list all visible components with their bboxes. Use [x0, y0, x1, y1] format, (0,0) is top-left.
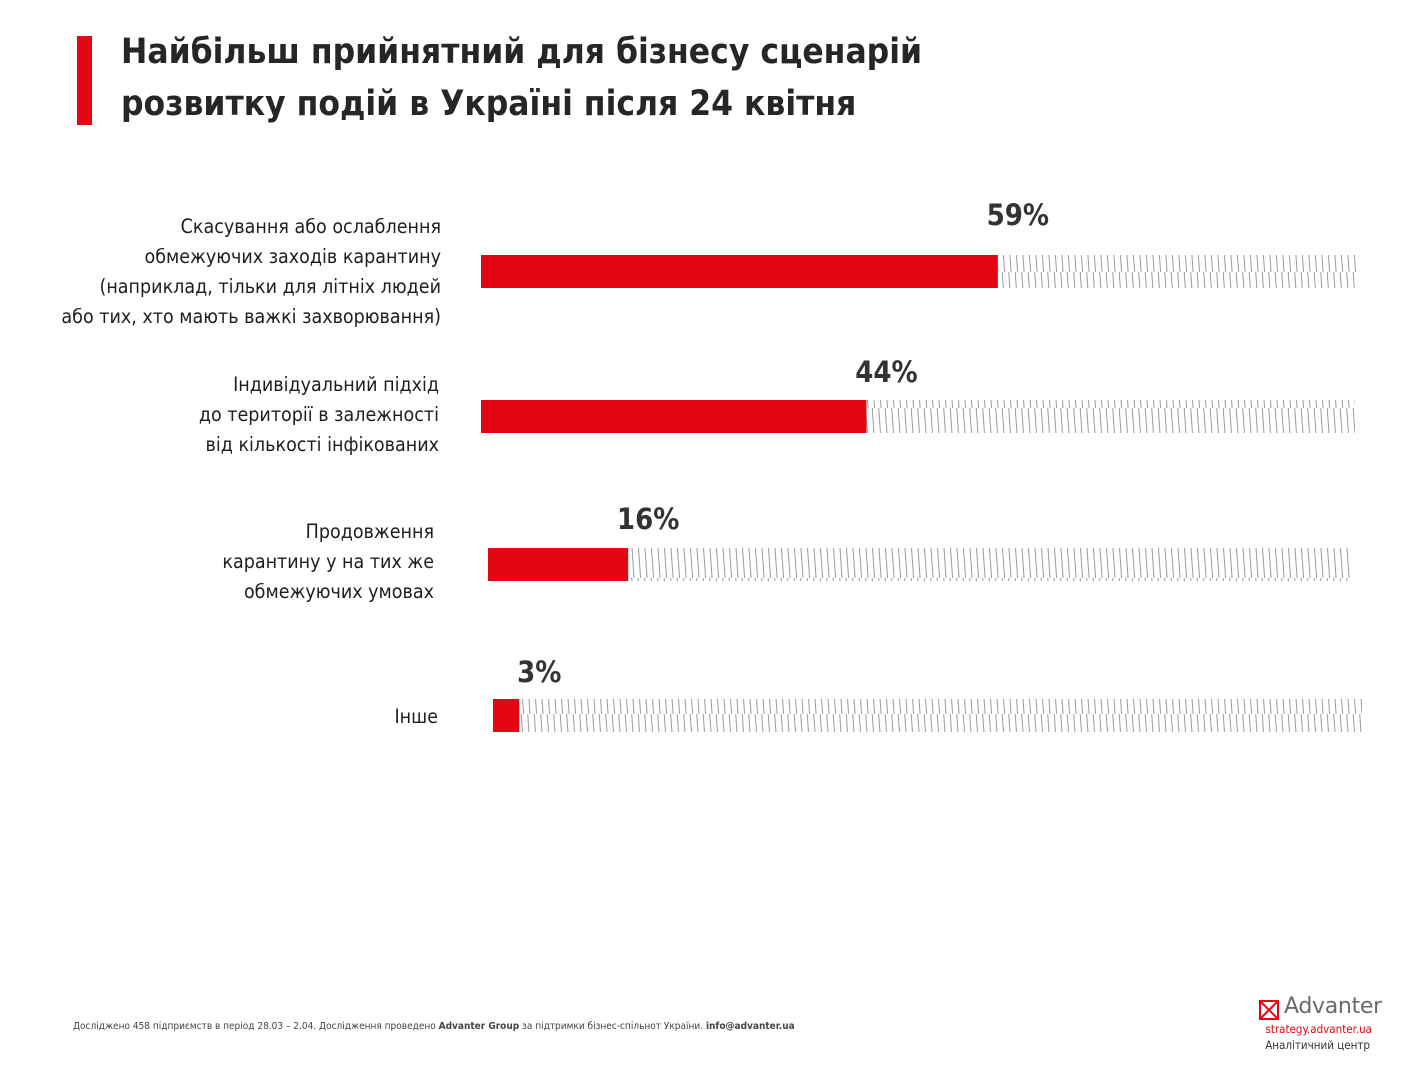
title-accent-bar: [77, 36, 92, 125]
title-line-2: розвитку подій в Україні після 24 квітня: [121, 84, 857, 124]
footnote-email: info@advanter.ua: [705, 1021, 795, 1032]
category-label-line: від кількості інфікованих: [205, 433, 439, 456]
category-label-line: Індивідуальний підхід: [233, 373, 439, 396]
bar-2: [481, 400, 867, 433]
bar-3: [488, 548, 629, 581]
logo-url: strategy.advanter.ua: [1265, 1022, 1372, 1036]
logo-subtitle: Аналітичний центр: [1265, 1038, 1370, 1052]
value-label-4: 3%: [517, 655, 562, 689]
page-title: Найбільш прийнятний для бізнесу сценарій…: [121, 26, 1321, 130]
category-label-line: Продовження: [305, 520, 434, 543]
category-label-line: або тих, хто мають важкі захворювання): [61, 305, 441, 328]
footnote: Досліджено 458 підприємств в період 28.0…: [73, 1021, 795, 1032]
category-label-line: карантину у на тих же: [222, 550, 434, 573]
logo-name: Advanter: [1284, 994, 1382, 1019]
category-label-line: обмежуючих умовах: [243, 580, 434, 603]
category-label-line: Інше: [394, 705, 439, 728]
bar-remainder-1: [997, 255, 1357, 288]
category-label-line: Скасування або ослаблення: [180, 215, 441, 238]
advanter-logo: Advanter strategy.advanter.ua Аналітични…: [1250, 994, 1382, 1054]
bar-remainder-4: [519, 699, 1362, 732]
footnote-text-2: за підтримки бізнес-спільнот України.: [519, 1021, 706, 1032]
value-label-2: 44%: [855, 355, 918, 389]
category-label-4: Інше: [395, 702, 439, 732]
footnote-text: Досліджено 458 підприємств в період 28.0…: [73, 1021, 439, 1032]
title-line-1: Найбільш прийнятний для бізнесу сценарій: [121, 32, 923, 72]
category-label-line: до території в залежності: [198, 403, 439, 426]
category-label-1: Скасування або ослаблення обмежуючих захо…: [61, 212, 441, 332]
category-label-line: обмежуючих заходів карантину: [144, 245, 441, 268]
bar-1: [481, 255, 998, 288]
bar-4: [493, 699, 520, 732]
envelope-x-icon: [1259, 1000, 1279, 1020]
footnote-org: Advanter Group: [438, 1021, 520, 1032]
bar-remainder-2: [866, 400, 1355, 433]
category-label-line: (наприклад, тільки для літніх людей: [99, 275, 441, 298]
category-label-3: Продовження карантину у на тих же обмежуюч…: [222, 517, 434, 607]
category-label-2: Індивідуальний підхід до території в зале…: [199, 370, 439, 460]
value-label-3: 16%: [616, 502, 680, 536]
bar-remainder-3: [628, 548, 1350, 581]
value-label-1: 59%: [986, 198, 1050, 232]
